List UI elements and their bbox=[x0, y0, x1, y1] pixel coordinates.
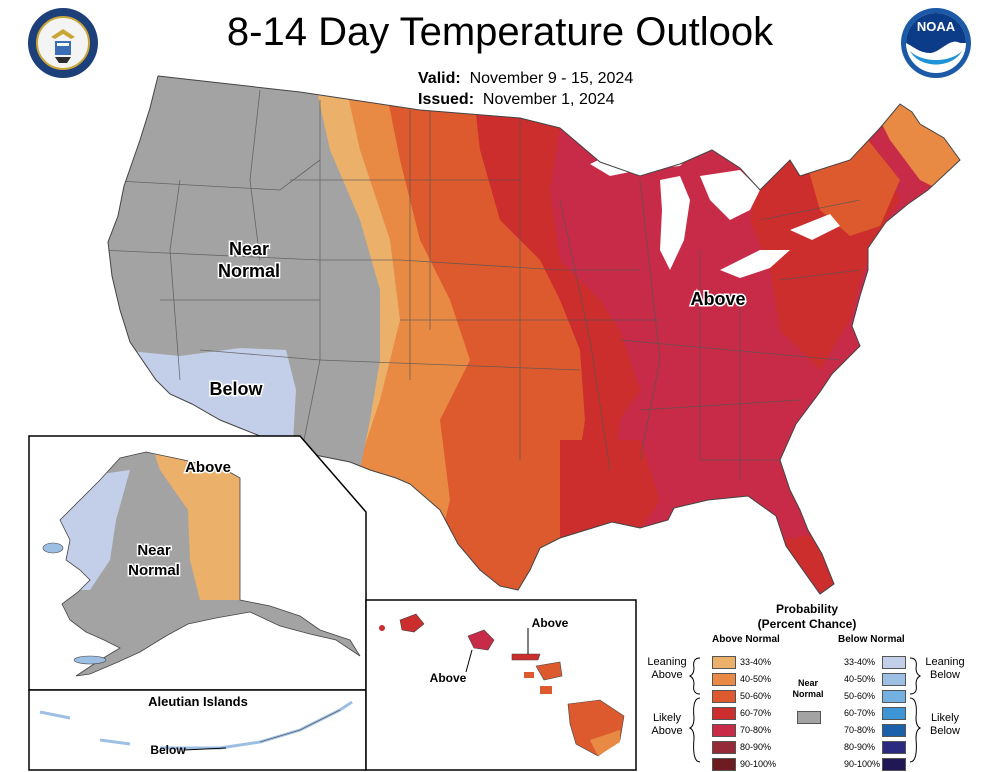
legend-above-swatch-1 bbox=[712, 673, 736, 686]
conus-outline bbox=[107, 75, 961, 595]
legend-below-swatch-0 bbox=[882, 656, 906, 669]
leaning-above-line2: Above bbox=[651, 669, 683, 681]
legend-above-swatch-2 bbox=[712, 690, 736, 703]
legend-below-label-1: 40-50% bbox=[844, 674, 876, 684]
legend-below-label-4: 70-80% bbox=[844, 725, 876, 735]
legend-above-label-6: 90-100% bbox=[740, 759, 777, 769]
likely-above-line1: Likely bbox=[652, 712, 682, 724]
issued-date: November 1, 2024 bbox=[482, 91, 615, 108]
legend-below-label-5: 80-90% bbox=[844, 742, 876, 752]
legend-below-label-0: 33-40% bbox=[844, 657, 876, 667]
aleutian-below-label: Below bbox=[150, 743, 186, 757]
alaska-near-normal-label-line2: Normal bbox=[128, 562, 180, 579]
legend-below-swatch-3 bbox=[882, 707, 906, 720]
legend-above-swatch-6 bbox=[712, 758, 736, 771]
conus-above-label: Above bbox=[690, 289, 745, 309]
legend-above-label-2: 50-60% bbox=[740, 691, 772, 701]
issued-line: Issued: November 1, 2024 bbox=[418, 89, 633, 110]
legend-above-header: Above Normal bbox=[712, 634, 780, 645]
legend-below-swatch-5 bbox=[882, 741, 906, 754]
legend-above-braces bbox=[688, 657, 701, 763]
near-normal-line2: Normal bbox=[792, 689, 824, 699]
leaning-below-line2: Below bbox=[930, 669, 960, 681]
legend-above-label-1: 40-50% bbox=[740, 674, 772, 684]
conus-near-normal-label-line1: Near bbox=[229, 239, 269, 259]
legend-title: Probability (Percent Chance) bbox=[732, 602, 882, 632]
valid-dates: November 9 - 15, 2024 bbox=[469, 70, 634, 87]
legend-below-label-6: 90-100% bbox=[844, 759, 881, 769]
likely-above-line2: Above bbox=[651, 725, 683, 737]
legend-below-swatch-1 bbox=[882, 673, 906, 686]
aleutian-title: Aleutian Islands bbox=[148, 694, 248, 709]
legend-above-swatch-0 bbox=[712, 656, 736, 669]
noaa-logo-icon: NOAA bbox=[901, 8, 971, 78]
legend-above-label-5: 80-90% bbox=[740, 742, 772, 752]
legend-above-label-4: 70-80% bbox=[740, 725, 772, 735]
legend-above-label-0: 33-40% bbox=[740, 657, 772, 667]
legend-near-normal: Near Normal bbox=[790, 678, 826, 700]
legend-title-line2: (Percent Chance) bbox=[757, 617, 857, 631]
alaska-above-label: Above bbox=[185, 459, 231, 476]
likely-below-line2: Below bbox=[930, 725, 960, 737]
map-title: 8-14 Day Temperature Outlook bbox=[226, 10, 774, 54]
likely-above-group: Likely Above bbox=[642, 712, 692, 738]
leaning-above-line1: Leaning bbox=[647, 656, 687, 668]
legend-below-label-2: 50-60% bbox=[844, 691, 876, 701]
probability-legend: Probability (Percent Chance) Above Norma… bbox=[640, 600, 965, 771]
validity-info: Valid: November 9 - 15, 2024 Issued: Nov… bbox=[418, 68, 633, 110]
valid-label: Valid: bbox=[418, 70, 461, 87]
legend-below-swatch-6 bbox=[882, 758, 906, 771]
legend-above-swatch-3 bbox=[712, 707, 736, 720]
hawaii-above-label-1: Above bbox=[430, 671, 467, 685]
legend-title-line1: Probability bbox=[775, 602, 838, 616]
near-normal-line1: Near bbox=[797, 678, 818, 688]
conus-below-label: Below bbox=[209, 379, 263, 399]
conus-near-normal-label-line2: Normal bbox=[218, 261, 280, 281]
hawaii-above-label-2: Above bbox=[532, 616, 569, 630]
legend-below-swatch-2 bbox=[882, 690, 906, 703]
legend-below-swatch-4 bbox=[882, 724, 906, 737]
leaning-above-group: Leaning Above bbox=[642, 656, 692, 682]
leaning-below-line1: Leaning bbox=[925, 656, 965, 668]
likely-below-group: Likely Below bbox=[920, 712, 970, 738]
likely-below-line1: Likely bbox=[930, 712, 960, 724]
legend-below-header: Below Normal bbox=[838, 634, 905, 645]
valid-line: Valid: November 9 - 15, 2024 bbox=[418, 68, 633, 89]
noaa-logo-text: NOAA bbox=[917, 19, 956, 34]
legend-below-label-3: 60-70% bbox=[844, 708, 876, 718]
aleutian-inset-frame bbox=[28, 689, 367, 771]
legend-above-label-3: 60-70% bbox=[740, 708, 772, 718]
legend-below-braces bbox=[909, 657, 922, 763]
alaska-near-normal-label-line1: Near bbox=[137, 542, 171, 559]
legend-near-normal-swatch bbox=[797, 711, 821, 724]
legend-above-swatch-5 bbox=[712, 741, 736, 754]
legend-above-swatch-4 bbox=[712, 724, 736, 737]
issued-label: Issued: bbox=[418, 91, 475, 108]
leaning-below-group: Leaning Below bbox=[920, 656, 970, 682]
commerce-seal-icon bbox=[28, 8, 98, 78]
